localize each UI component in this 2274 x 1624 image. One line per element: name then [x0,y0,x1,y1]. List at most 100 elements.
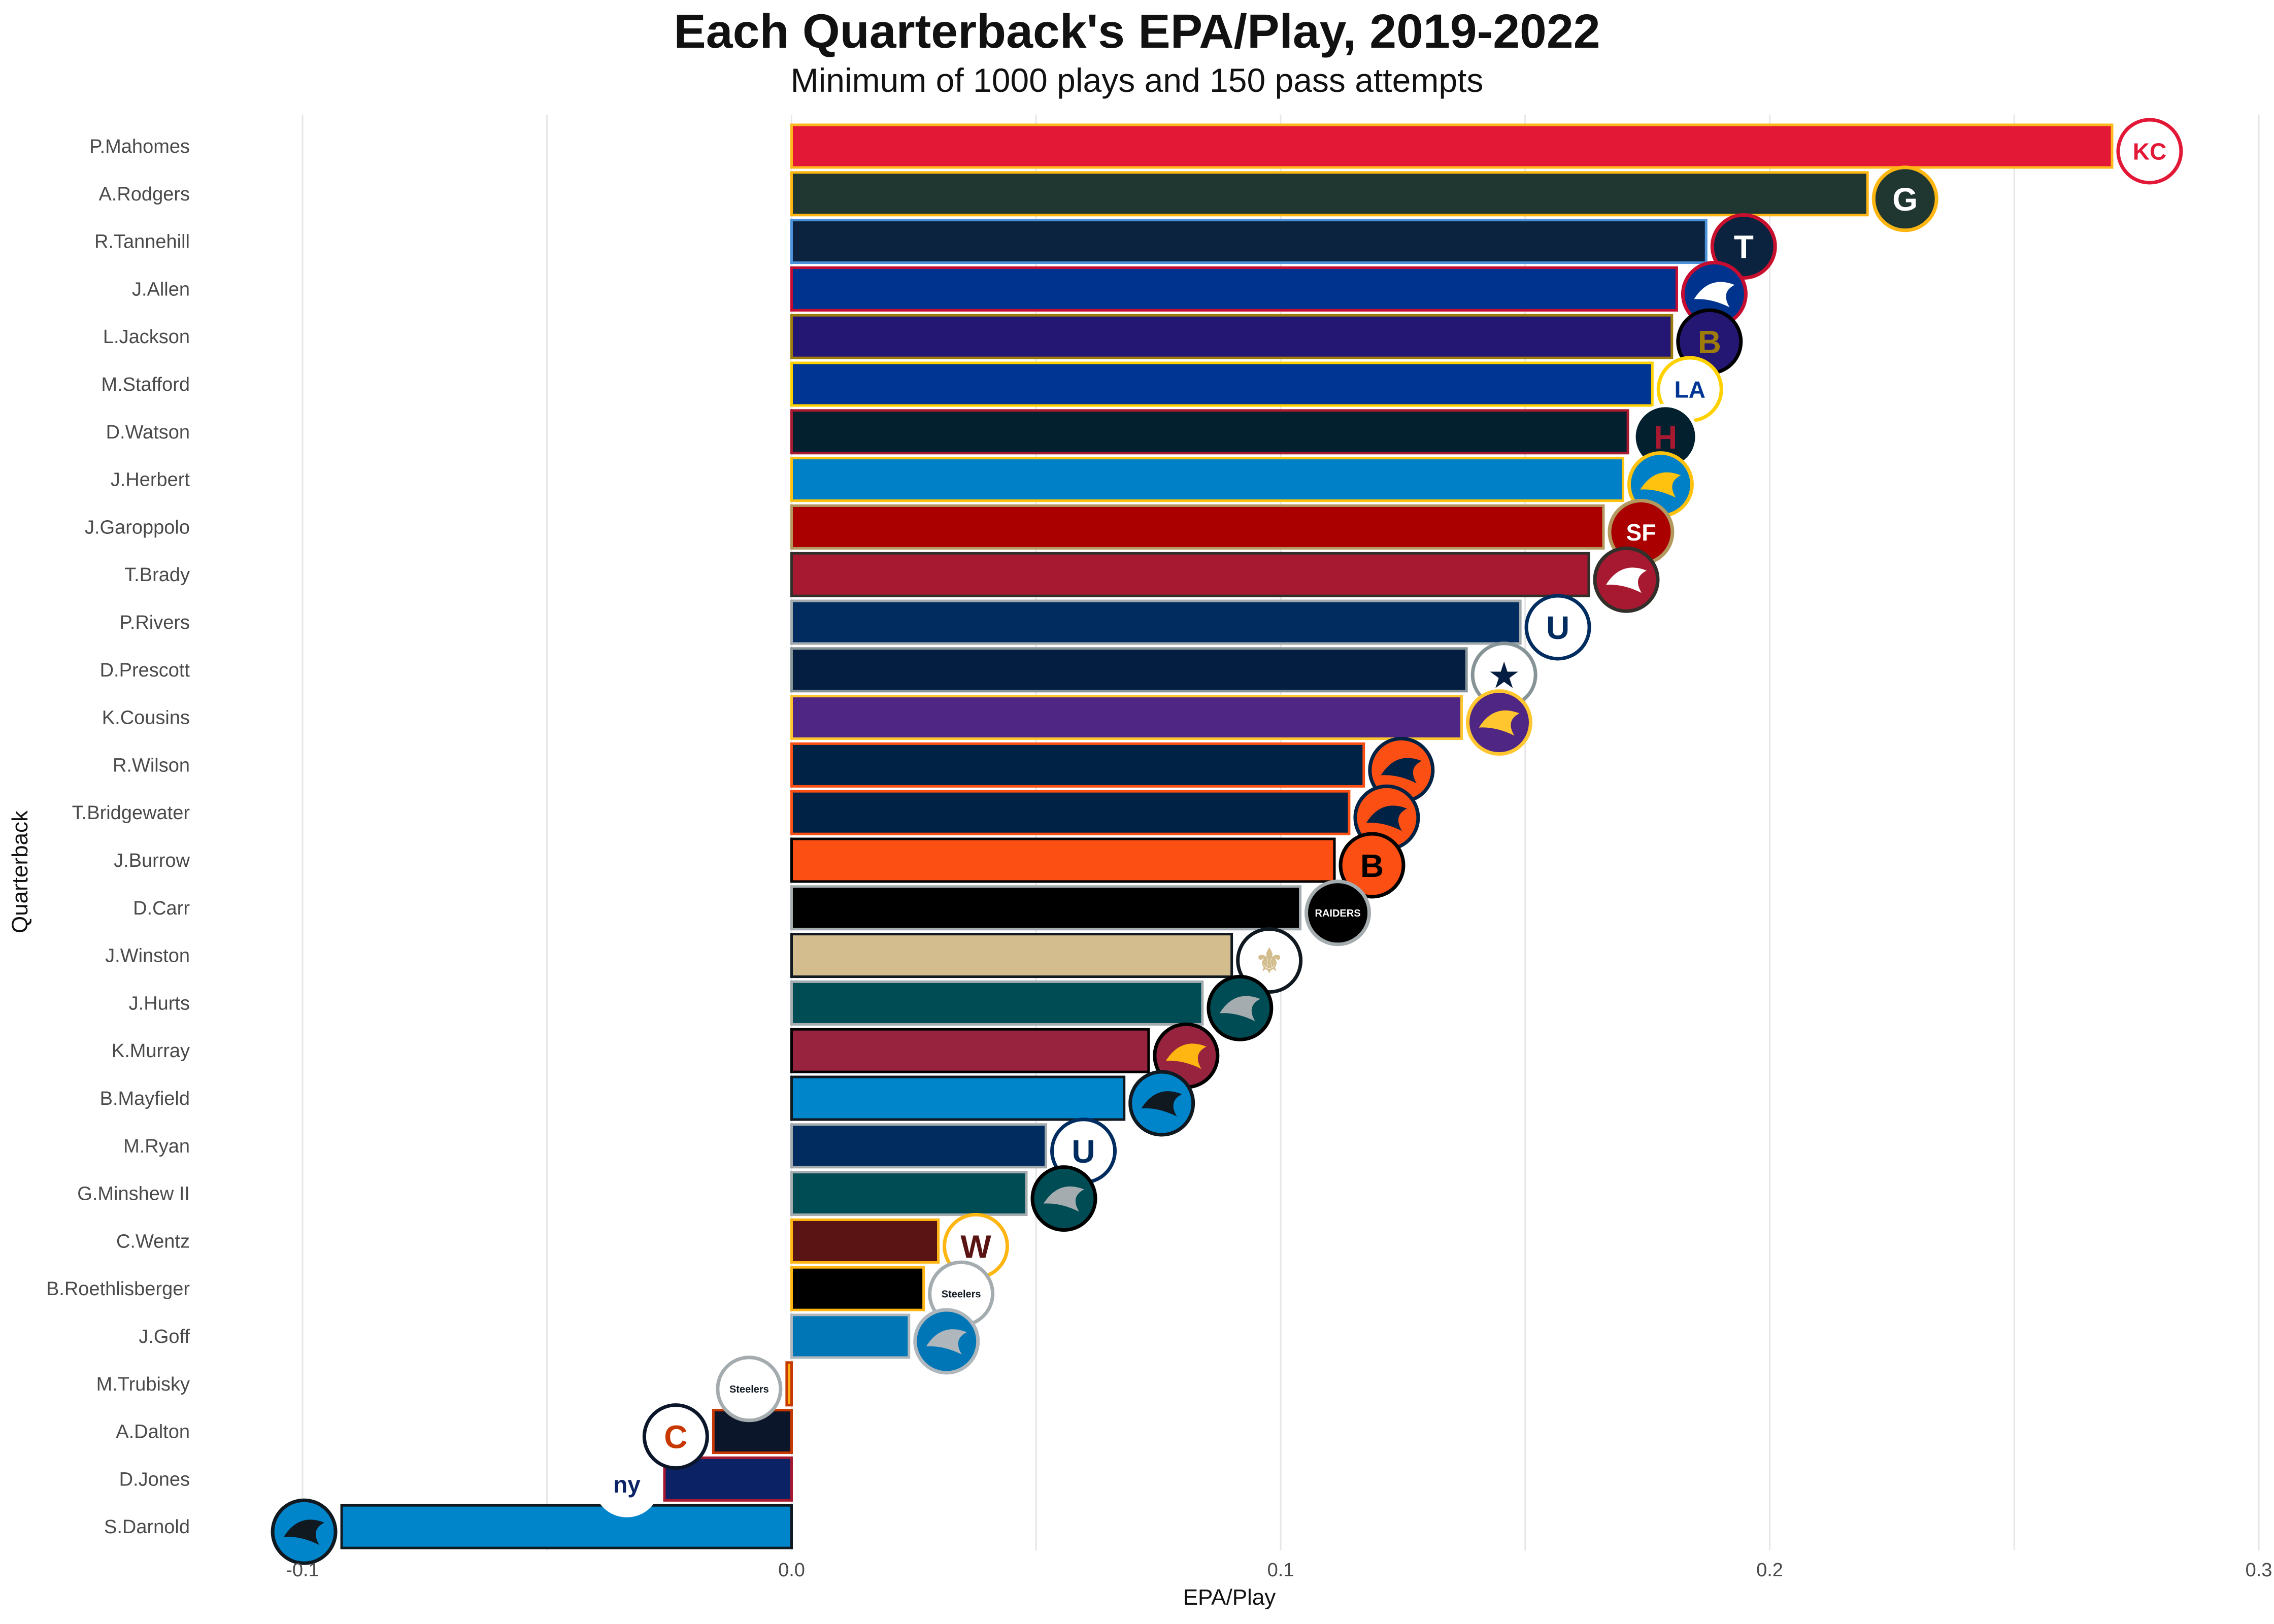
saints-logo-icon: ⚜ [1236,927,1303,994]
bar-s-darnold [340,1504,793,1549]
y-tick-label: R.Wilson [113,755,190,776]
y-tick-label: P.Mahomes [89,136,190,157]
bar-p-rivers [790,599,1522,645]
colts-logo-icon: U [1524,594,1591,661]
y-tick-labels: P.Mahomes A.Rodgers R.Tannehill J.Allen L.Ja… [46,136,190,1538]
titans-logo-icon: T [1710,213,1777,280]
bar-m-stafford [790,361,1654,407]
x-tick-label: 0.0 [778,1560,805,1581]
panthers-logo-icon [271,1498,338,1565]
bar-p-mahomes [790,123,2114,169]
bar-j-allen [790,266,1678,312]
bar-m-ryan [790,1123,1048,1169]
eagles-logo-icon [1030,1165,1097,1232]
bar-j-garoppolo [790,504,1605,550]
chiefs-logo-icon: KC [2116,118,2183,185]
svg-text:G: G [1892,181,1918,218]
bar-j-goff [790,1313,911,1359]
y-tick-label: J.Garoppolo [85,517,190,538]
chart-title: Each Quarterback's EPA/Play, 2019-2022 [674,5,1600,58]
svg-text:W: W [960,1228,991,1265]
y-tick-label: M.Trubisky [96,1374,190,1395]
bars [340,123,2114,1549]
vikings-logo-icon [1465,689,1532,756]
x-tick-label: -0.1 [286,1560,319,1581]
bar-m-trubisky [785,1361,793,1407]
raiders-logo-icon: RAIDERS [1305,879,1372,946]
svg-text:B: B [1360,848,1384,884]
bar-j-winston [790,933,1233,978]
bar-j-hurts [790,980,1204,1026]
svg-text:H: H [1654,419,1677,456]
packers-logo-icon: G [1871,165,1938,232]
y-tick-label: K.Cousins [102,707,190,729]
x-tick-label: 0.3 [2246,1560,2272,1581]
y-tick-label: L.Jackson [103,326,190,348]
giants-logo-icon: ny [593,1450,660,1517]
svg-text:ny: ny [613,1471,641,1498]
bears-logo-icon: C [642,1403,709,1470]
y-tick-label: T.Brady [124,564,190,586]
x-tick-label: 0.1 [1267,1560,1294,1581]
bar-t-bridgewater [790,790,1351,835]
y-tick-label: A.Dalton [116,1422,190,1443]
team-logos: KC G T B LA H SF U ★ B RAIDERS ⚜ U W Steelers Steelers C… [271,118,2183,1565]
y-tick-label: G.Minshew II [77,1183,190,1205]
steelers-logo-icon: Steelers [716,1356,783,1423]
y-tick-label: T.Bridgewater [72,802,190,824]
y-tick-label: J.Hurts [129,993,190,1014]
y-tick-label: M.Ryan [123,1136,190,1157]
bar-k-murray [790,1028,1150,1073]
bar-c-wentz [790,1218,940,1264]
lions-logo-icon [913,1308,980,1375]
bar-t-brady [790,552,1590,597]
y-axis-title: Quarterback [8,810,32,933]
y-tick-label: P.Rivers [119,612,190,633]
y-tick-label: J.Allen [132,279,190,300]
bengals-logo-icon: B [1339,832,1406,899]
svg-text:B: B [1698,324,1721,360]
bar-b-roethlisberger [790,1266,925,1311]
bar-r-tannehill [790,219,1708,264]
bar-g-minshew-ii [790,1171,1028,1216]
bar-r-wilson [790,742,1365,788]
buccaneers-logo-icon [1593,546,1660,613]
y-tick-label: K.Murray [112,1040,190,1062]
y-tick-label: A.Rodgers [98,184,190,205]
y-tick-label: C.Wentz [116,1231,190,1252]
texans-logo-icon: H [1632,403,1699,470]
svg-text:SF: SF [1626,519,1656,546]
x-tick-label: 0.2 [1756,1560,1783,1581]
svg-text:⚜: ⚜ [1255,943,1284,979]
svg-text:U: U [1546,610,1569,646]
svg-text:RAIDERS: RAIDERS [1315,908,1361,919]
bar-j-herbert [790,457,1624,502]
y-tick-label: S.Darnold [104,1516,190,1538]
x-axis-title: EPA/Play [1183,1585,1276,1610]
svg-text:C: C [664,1419,687,1456]
y-tick-label: J.Burrow [114,850,190,871]
y-tick-label: J.Goff [139,1326,190,1347]
y-tick-label: M.Stafford [101,374,190,395]
eagles-logo-icon [1207,974,1274,1041]
y-tick-label: J.Winston [105,945,190,967]
bar-d-watson [790,409,1629,455]
y-tick-label: D.Jones [119,1469,190,1490]
y-tick-label: R.Tannehill [94,231,190,253]
svg-text:T: T [1734,229,1754,265]
y-tick-label: D.Prescott [100,660,190,681]
svg-text:KC: KC [2133,139,2166,165]
bar-a-rodgers [790,171,1869,217]
svg-text:★: ★ [1489,657,1518,694]
x-tick-labels: -0.1 0.0 0.1 0.2 0.3 [286,1560,2272,1581]
bar-j-burrow [790,837,1336,883]
panthers-logo-icon [1128,1070,1195,1137]
svg-text:Steelers: Steelers [942,1289,981,1300]
svg-text:U: U [1072,1133,1095,1170]
bar-k-cousins [790,695,1463,740]
bar-b-mayfield [790,1075,1126,1121]
y-tick-label: B.Mayfield [100,1088,190,1109]
svg-text:LA: LA [1675,377,1706,403]
svg-text:Steelers: Steelers [729,1384,769,1395]
